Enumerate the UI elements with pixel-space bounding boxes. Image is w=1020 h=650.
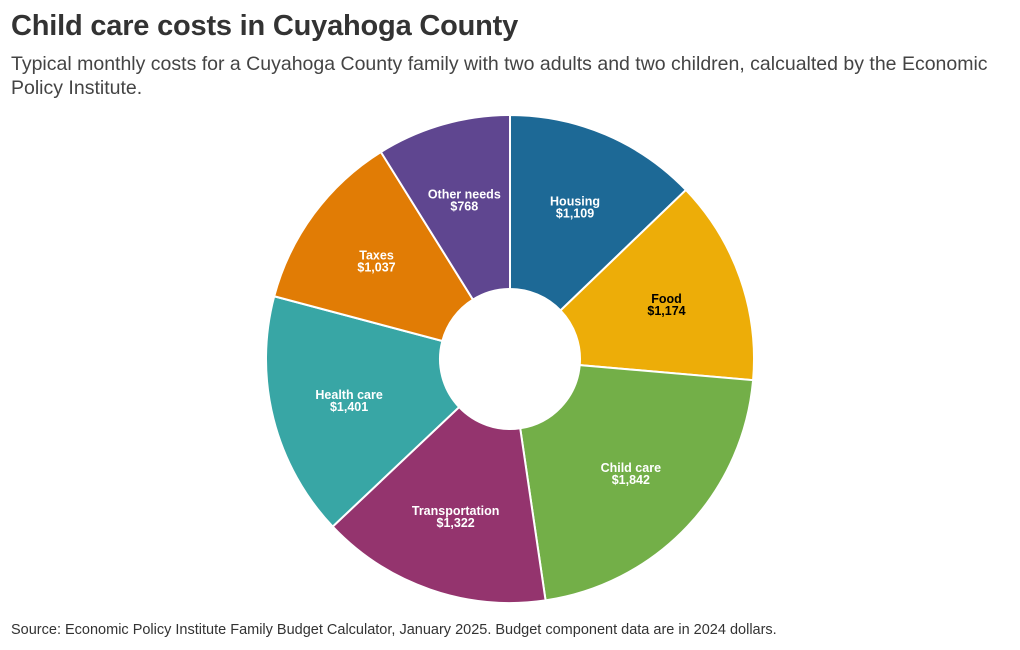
slice-label-name: Other needs — [428, 187, 501, 201]
slice-food[interactable] — [559, 188, 755, 382]
slice-label-name: Housing — [550, 194, 600, 208]
slice-label-value: $768 — [450, 199, 478, 213]
slice-label-name: Transportation — [412, 504, 500, 518]
slice-transportation[interactable] — [331, 405, 547, 604]
chart-source: Source: Economic Policy Institute Family… — [11, 622, 777, 638]
slice-label-name: Taxes — [359, 248, 394, 262]
slice-label-value: $1,842 — [612, 473, 650, 487]
slice-label-other-needs: Other needs $768 — [428, 187, 501, 213]
labels-layer: Housing $1,109 Food $1,174 Child care $1,842 T… — [315, 187, 685, 529]
slice-label-name: Child care — [601, 461, 661, 475]
slice-housing[interactable] — [509, 113, 688, 312]
slice-label-name: Health care — [315, 388, 382, 402]
chart-subtitle: Typical monthly costs for a Cuyahoga Cou… — [11, 53, 988, 99]
slice-other-needs[interactable] — [379, 113, 511, 301]
slice-label-value: $1,037 — [357, 260, 395, 274]
slice-health-care[interactable] — [265, 295, 461, 529]
slice-label-food: Food $1,174 — [647, 292, 685, 318]
slice-label-value: $1,174 — [647, 304, 685, 318]
slice-label-health-care: Health care $1,401 — [315, 388, 382, 414]
slice-child-care[interactable] — [519, 363, 755, 602]
slice-label-name: Food — [651, 292, 682, 306]
slice-label-value: $1,109 — [556, 206, 594, 220]
slice-taxes[interactable] — [272, 150, 475, 343]
slices-layer — [265, 113, 755, 604]
slice-label-value: $1,401 — [330, 400, 368, 414]
slice-label-housing: Housing $1,109 — [550, 194, 600, 220]
slice-label-child-care: Child care $1,842 — [601, 461, 661, 487]
chart-title: Child care costs in Cuyahoga County — [11, 10, 519, 42]
slice-label-transportation: Transportation $1,322 — [412, 504, 500, 530]
slice-label-taxes: Taxes $1,037 — [357, 248, 395, 274]
slice-label-value: $1,322 — [437, 516, 475, 530]
